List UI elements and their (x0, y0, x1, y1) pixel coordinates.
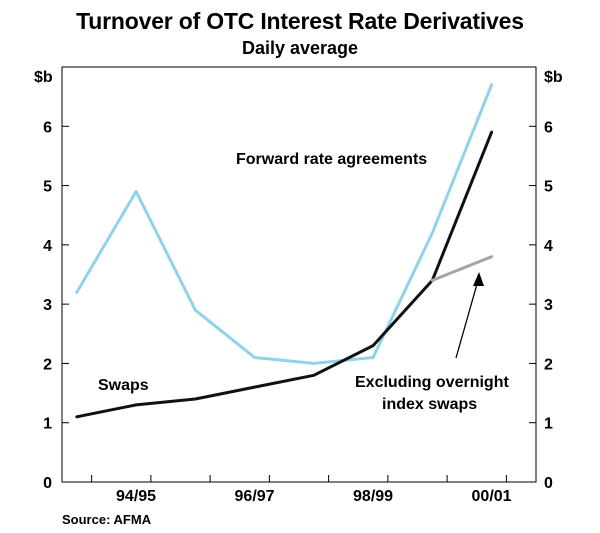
y-tick-label-left: 2 (43, 356, 52, 373)
ticks-layer: 0 0 1 1 2 2 3 3 4 4 5 5 6 6 94/95 96/97 98/99 00/01 (43, 119, 553, 505)
ois-series-label-line2: index swaps (382, 396, 477, 413)
y-tick-label-right: 1 (544, 416, 553, 433)
swaps-series-label: Swaps (98, 377, 149, 394)
chart-subtitle: Daily average (241, 38, 359, 58)
y-tick-label-right: 2 (544, 356, 553, 373)
fra-series-line (75, 83, 494, 365)
x-tick-label: 94/95 (116, 488, 156, 505)
ois-pointer-arrow (455, 276, 480, 359)
ois-series-label-line1: Excluding overnight (355, 374, 509, 391)
lines-layer (75, 83, 494, 419)
y-tick-label-right: 3 (544, 297, 553, 314)
chart-title: Turnover of OTC Interest Rate Derivative… (76, 8, 524, 34)
source-note: Source: AFMA (62, 512, 152, 527)
x-tick-label: 98/99 (353, 488, 393, 505)
x-tick-label: 00/01 (472, 488, 512, 505)
y-tick-label-left: 4 (43, 238, 52, 255)
y-tick-label-right: 0 (544, 475, 553, 492)
y-tick-label-left: 0 (43, 475, 52, 492)
y-tick-label-left: 1 (43, 416, 52, 433)
y-unit-right: $b (544, 69, 563, 86)
swaps-series-line (75, 130, 494, 419)
y-tick-label-right: 4 (544, 238, 553, 255)
y-tick-label-left: 6 (43, 119, 52, 136)
y-tick-label-right: 5 (544, 179, 553, 196)
y-tick-label-left: 5 (43, 179, 52, 196)
fra-series-label: Forward rate agreements (236, 151, 427, 168)
plot-frame (61, 66, 537, 483)
y-tick-label-right: 6 (544, 119, 553, 136)
y-unit-left: $b (34, 69, 53, 86)
x-tick-label: 96/97 (235, 488, 275, 505)
y-tick-label-left: 3 (43, 297, 52, 314)
ois-pointer-arrowhead (473, 272, 484, 286)
annotation-layer: $b $b Forward rate agreements Swaps Excl… (34, 69, 563, 413)
ois-excl-series-line (430, 255, 494, 282)
